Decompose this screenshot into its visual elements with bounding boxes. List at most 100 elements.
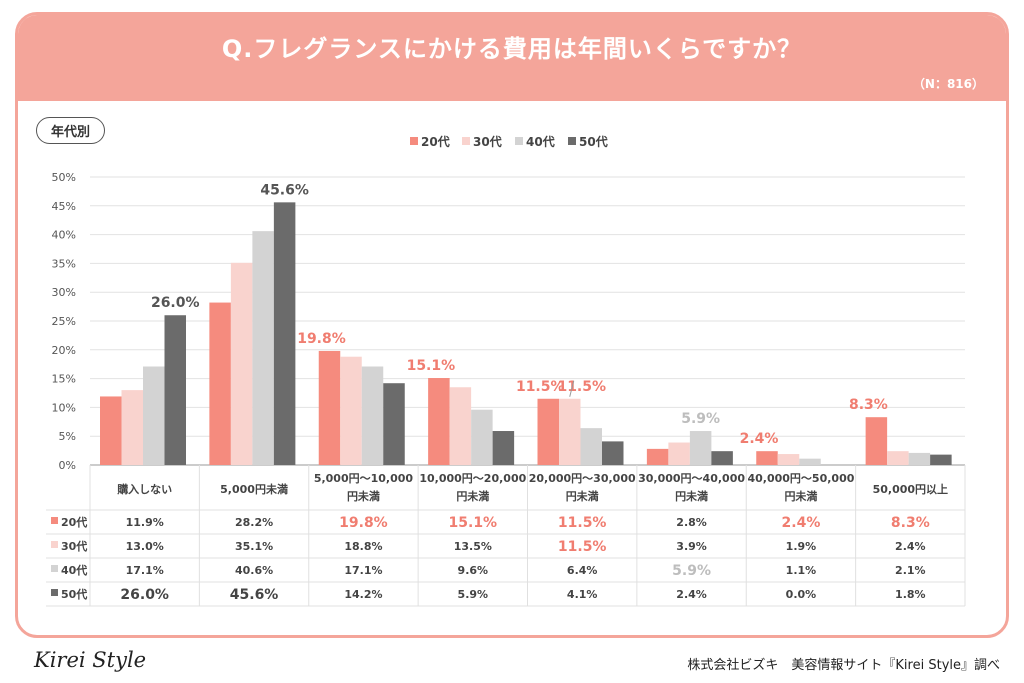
category-label: 5,000円〜10,000 — [314, 472, 414, 485]
table-cell: 14.2% — [344, 588, 382, 601]
chart-title: Q.フレグランスにかける費用は年間いくらですか？ — [221, 35, 803, 63]
legend-swatch — [568, 137, 576, 145]
y-tick-label: 50% — [52, 171, 76, 184]
bar — [100, 396, 122, 465]
category-label: 5,000円未満 — [220, 482, 288, 496]
bar — [602, 441, 624, 465]
chart-svg: 0% 5% 10% 15% 20% 25% 30% 35% 40% 45% 50% 20代 30代 40代… — [46, 134, 966, 607]
y-tick-label: 10% — [52, 401, 76, 414]
label-leader-line — [569, 380, 575, 397]
bar — [865, 417, 888, 465]
table-cell: 11.5% — [558, 539, 607, 555]
bar — [230, 262, 253, 465]
y-tick-label: 35% — [52, 257, 76, 270]
legend-label: 40代 — [526, 134, 555, 149]
y-tick-label: 20% — [52, 344, 76, 357]
bar — [492, 431, 515, 465]
table-cell: 6.4% — [567, 564, 598, 577]
table-cell: 2.4% — [895, 540, 926, 553]
table-cell: 2.1% — [895, 564, 926, 577]
category-label: 40,000円〜50,000 — [747, 472, 854, 485]
table-cell: 2.8% — [676, 516, 707, 529]
brand-logo: Kirei Style — [34, 648, 147, 672]
y-tick-label: 5% — [59, 430, 76, 443]
table-cell: 18.8% — [344, 540, 382, 553]
table-cell: 19.8% — [339, 515, 388, 531]
row-swatch — [51, 541, 58, 548]
category-label: 円未満 — [675, 489, 708, 503]
data-label: 5.9% — [681, 411, 720, 427]
table-cell: 17.1% — [126, 564, 164, 577]
bar — [711, 451, 733, 465]
table-cell: 5.9% — [672, 563, 711, 579]
bar — [887, 451, 909, 465]
y-tick-label: 0% — [59, 459, 76, 472]
title-banner: Q.フレグランスにかける費用は年間いくらですか？ （N：816） — [18, 15, 1006, 101]
table-cell: 11.5% — [558, 515, 607, 531]
row-swatch — [51, 517, 58, 524]
data-label: 11.5% — [516, 379, 565, 395]
bar — [383, 383, 405, 465]
bar — [121, 390, 143, 465]
bar — [273, 202, 296, 465]
table-cell: 8.3% — [891, 515, 930, 531]
legend-swatch — [410, 137, 418, 145]
table-cell: 1.8% — [895, 588, 926, 601]
category-label: 円未満 — [784, 489, 817, 503]
sample-size: （N：816） — [912, 77, 984, 91]
category-label: 円未満 — [347, 489, 380, 503]
table-cell: 17.1% — [344, 564, 382, 577]
data-label: 8.3% — [849, 397, 888, 413]
table-cell: 5.9% — [458, 588, 489, 601]
table-cell: 11.9% — [126, 516, 164, 529]
bar — [646, 448, 669, 465]
legend-label: 30代 — [473, 134, 502, 149]
bar — [580, 428, 602, 465]
data-label: 26.0% — [151, 295, 200, 311]
table-cell: 2.4% — [676, 588, 707, 601]
legend-swatch — [515, 137, 523, 145]
bar — [209, 302, 231, 465]
legend-label: 50代 — [579, 134, 608, 149]
data-label: 11.5% — [557, 379, 606, 395]
table-cell: 9.6% — [458, 564, 489, 577]
table-cell: 26.0% — [120, 587, 169, 603]
category-label: 10,000円〜20,000 — [419, 472, 526, 485]
table-cell: 2.4% — [782, 515, 821, 531]
category-label: 円未満 — [456, 489, 489, 503]
bar — [908, 452, 931, 465]
table-cell: 4.1% — [567, 588, 598, 601]
bar — [252, 231, 274, 465]
bar — [559, 398, 581, 465]
row-label: 50代 — [61, 587, 87, 601]
bar — [471, 409, 493, 465]
legend-swatch — [462, 137, 470, 145]
bar — [361, 366, 384, 465]
row-swatch — [51, 565, 58, 572]
table-cell: 45.6% — [230, 587, 279, 603]
bar — [164, 315, 186, 465]
category-label: 円未満 — [566, 489, 599, 503]
category-label: 購入しない — [116, 482, 172, 496]
bar — [668, 442, 690, 465]
group-tag: 年代別 — [36, 117, 106, 144]
row-label: 20代 — [61, 515, 87, 529]
table-cell: 35.1% — [235, 540, 273, 553]
data-label: 2.4% — [740, 431, 779, 447]
data-label: 45.6% — [260, 182, 309, 198]
table-cell: 3.9% — [676, 540, 707, 553]
y-tick-label: 30% — [52, 286, 76, 299]
table-cell: 15.1% — [449, 515, 498, 531]
table-cell: 28.2% — [235, 516, 273, 529]
category-label: 30,000円〜40,000 — [638, 472, 745, 485]
bar — [537, 398, 559, 465]
table-cell: 1.9% — [786, 540, 817, 553]
bar — [799, 458, 821, 465]
data-label: 15.1% — [407, 358, 456, 374]
y-tick-label: 25% — [52, 315, 76, 328]
bar — [756, 451, 778, 465]
bar — [449, 387, 472, 465]
category-label: 50,000円以上 — [873, 482, 948, 496]
row-label: 30代 — [61, 539, 87, 553]
table-cell: 40.6% — [235, 564, 273, 577]
